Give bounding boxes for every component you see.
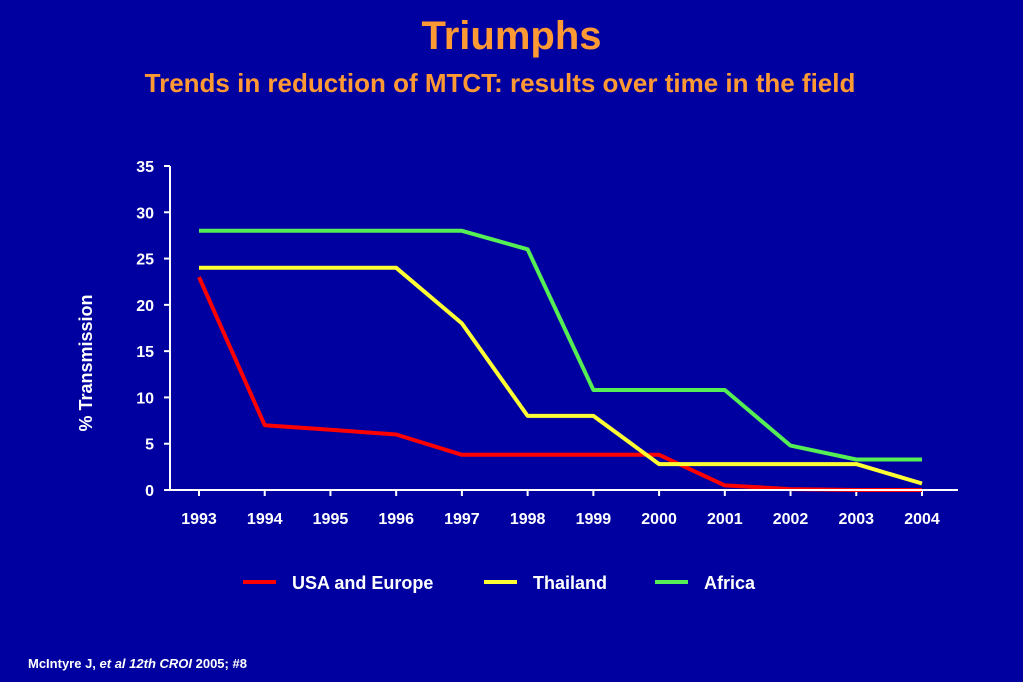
y-tick-label: 20 [136, 298, 154, 315]
series-line-africa [199, 228, 922, 462]
y-tick-label: 25 [136, 252, 154, 269]
x-tick-label: 1998 [510, 511, 546, 528]
x-axis-ticks: 1993 1994 1995 1996 1997 1998 1999 2000 2001 2002… [181, 490, 940, 528]
citation-rest: 2005; #8 [192, 656, 247, 671]
x-tick-label: 1999 [576, 511, 612, 528]
series-lines [197, 228, 923, 492]
x-tick-label: 1993 [181, 511, 217, 528]
y-axis-label: % Transmission [76, 294, 96, 431]
x-tick-label: 1995 [313, 511, 349, 528]
series-line-usa-and-europe [197, 276, 922, 492]
x-tick-label: 2004 [904, 511, 940, 528]
y-axis-ticks: 0 5 10 15 20 25 30 35 [136, 159, 170, 500]
y-tick-label: 30 [136, 205, 154, 222]
x-tick-label: 2003 [838, 511, 874, 528]
series-line-thailand [199, 265, 923, 486]
x-tick-label: 2002 [773, 511, 809, 528]
x-tick-label: 2001 [707, 511, 743, 528]
slide-title: Triumphs [421, 14, 602, 58]
legend-label: USA and Europe [292, 573, 433, 593]
x-tick-label: 1996 [378, 511, 414, 528]
y-tick-label: 10 [136, 390, 154, 407]
slide-subtitle: Trends in reduction of MTCT: results ove… [144, 68, 856, 98]
x-tick-label: 1994 [247, 511, 283, 528]
y-tick-label: 35 [136, 159, 154, 176]
y-tick-label: 0 [145, 483, 154, 500]
legend-label: Thailand [533, 573, 607, 593]
legend-label: Africa [704, 573, 756, 593]
y-tick-label: 15 [136, 344, 154, 361]
citation: McIntyre J, et al 12th CROI 2005; #8 [28, 656, 247, 671]
x-tick-label: 2000 [641, 511, 677, 528]
citation-italic: et al 12th CROI [99, 656, 192, 671]
citation-author: McIntyre J, [28, 656, 100, 671]
legend: USA and Europe Thailand Africa [243, 573, 756, 593]
x-tick-label: 1997 [444, 511, 480, 528]
y-tick-label: 5 [145, 437, 154, 454]
